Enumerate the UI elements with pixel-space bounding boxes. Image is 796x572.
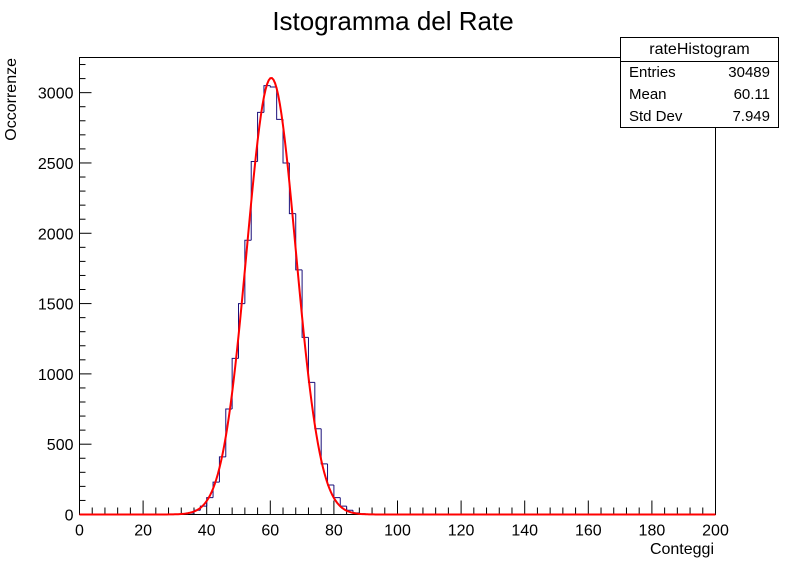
histogram-bin [327, 463, 334, 486]
y-axis: 0 500 1000 1500 2000 2500 3000 [38, 64, 92, 525]
x-axis-label: Conteggi [650, 541, 714, 558]
y-tick-label: 1500 [38, 297, 74, 314]
histogram-bin [301, 269, 309, 338]
histogram-bin [276, 87, 284, 120]
stats-entries-value: 30489 [728, 64, 770, 81]
x-tick-label: 120 [448, 523, 475, 540]
histogram-bin [218, 456, 226, 483]
histogram-bin [263, 85, 271, 113]
histogram-bin [212, 481, 220, 498]
histogram-bin [244, 239, 252, 304]
y-tick-label: 0 [65, 508, 74, 525]
stats-row-stddev: Std Dev 7.949 [621, 106, 778, 128]
histogram-bin [307, 337, 315, 383]
x-tick-label: 20 [134, 523, 152, 540]
y-axis-label: Occorrenze [3, 58, 20, 141]
x-tick-label: 0 [75, 523, 84, 540]
y-tick-label: 2500 [38, 156, 74, 173]
stats-mean-value: 60.11 [733, 86, 770, 103]
chart-title: Istogramma del Rate [272, 6, 513, 36]
stats-stddev-label: Std Dev [629, 108, 683, 125]
y-tick-label: 2000 [38, 226, 74, 243]
histogram-bin [206, 497, 214, 507]
x-tick-label: 100 [384, 523, 411, 540]
x-tick-label: 140 [511, 523, 538, 540]
y-tick-label: 1000 [38, 367, 74, 384]
histogram-bin [269, 85, 277, 88]
histogram-bin [295, 213, 303, 271]
histogram-bin [333, 484, 341, 499]
x-tick-label: 80 [325, 523, 343, 540]
x-tick-label: 200 [702, 523, 729, 540]
x-tick-label: 40 [198, 523, 216, 540]
histogram-bin [314, 382, 322, 430]
x-tick-label: 160 [575, 523, 602, 540]
x-tick-label: 60 [261, 523, 279, 540]
histogram-bin [320, 428, 328, 465]
stats-title: rateHistogram [621, 38, 778, 62]
stats-entries-label: Entries [629, 64, 676, 81]
histogram-bin [339, 497, 347, 507]
histogram-bin [346, 506, 353, 511]
stats-row-mean: Mean 60.11 [621, 84, 778, 106]
x-tick-label: 180 [639, 523, 666, 540]
stats-stddev-value: 7.949 [732, 108, 770, 125]
y-tick-label: 500 [47, 437, 74, 454]
histogram-bins [187, 85, 367, 515]
stats-row-entries: Entries 30489 [621, 62, 778, 84]
stats-box: rateHistogram Entries 30489 Mean 60.11 S… [620, 37, 779, 128]
x-axis: 0 20 40 60 80 100 120 140 160 180 200 [75, 500, 729, 540]
y-tick-label: 3000 [38, 86, 74, 103]
gaussian-fit-curve [79, 76, 716, 516]
stats-mean-label: Mean [629, 86, 667, 103]
